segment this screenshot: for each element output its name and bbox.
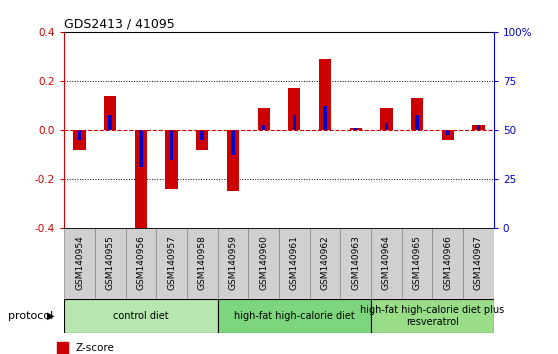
- Text: GSM140964: GSM140964: [382, 235, 391, 290]
- Bar: [279, 228, 310, 299]
- Bar: [292, 115, 296, 130]
- Bar: [64, 228, 95, 299]
- Bar: [340, 228, 371, 299]
- Bar: [78, 130, 81, 140]
- Text: GSM140955: GSM140955: [105, 235, 115, 290]
- Bar: [64, 299, 218, 333]
- Bar: [108, 115, 112, 130]
- Bar: [139, 130, 143, 167]
- Bar: [126, 228, 156, 299]
- Bar: [170, 130, 174, 160]
- Bar: [165, 130, 177, 189]
- Text: GSM140956: GSM140956: [136, 235, 146, 290]
- Bar: [248, 228, 279, 299]
- Text: GSM140959: GSM140959: [228, 235, 238, 290]
- Bar: [262, 125, 266, 130]
- Bar: [95, 228, 126, 299]
- Bar: [134, 130, 147, 233]
- Bar: [156, 228, 187, 299]
- Bar: [411, 98, 423, 130]
- Bar: [402, 228, 432, 299]
- Bar: [349, 128, 362, 130]
- Bar: [477, 125, 480, 130]
- Text: GSM140957: GSM140957: [167, 235, 176, 290]
- Text: ▶: ▶: [46, 311, 54, 321]
- Text: GSM140960: GSM140960: [259, 235, 268, 290]
- Bar: [384, 123, 388, 130]
- Bar: [371, 299, 494, 333]
- Text: GSM140958: GSM140958: [198, 235, 207, 290]
- Bar: [57, 342, 69, 354]
- Bar: [187, 228, 218, 299]
- Text: protocol: protocol: [8, 311, 54, 321]
- Bar: [319, 59, 331, 130]
- Text: high-fat high-calorie diet plus
resveratrol: high-fat high-calorie diet plus resverat…: [360, 305, 504, 327]
- Bar: [441, 130, 454, 140]
- Bar: [323, 105, 327, 130]
- Text: GSM140965: GSM140965: [412, 235, 422, 290]
- Bar: [472, 125, 484, 130]
- Bar: [380, 108, 392, 130]
- Text: GSM140966: GSM140966: [443, 235, 453, 290]
- Bar: [288, 88, 300, 130]
- Bar: [415, 115, 419, 130]
- Bar: [354, 128, 358, 130]
- Bar: [74, 130, 86, 150]
- Bar: [196, 130, 208, 150]
- Bar: [218, 228, 248, 299]
- Bar: [104, 96, 116, 130]
- Text: control diet: control diet: [113, 311, 169, 321]
- Text: GSM140967: GSM140967: [474, 235, 483, 290]
- Bar: [310, 228, 340, 299]
- Bar: [371, 228, 402, 299]
- Bar: [200, 130, 204, 140]
- Bar: [218, 299, 371, 333]
- Text: Z-score: Z-score: [75, 343, 114, 353]
- Text: GSM140954: GSM140954: [75, 235, 84, 290]
- Bar: [463, 228, 494, 299]
- Bar: [446, 130, 450, 135]
- Bar: [432, 228, 463, 299]
- Text: GSM140962: GSM140962: [320, 235, 330, 290]
- Bar: [231, 130, 235, 155]
- Text: high-fat high-calorie diet: high-fat high-calorie diet: [234, 311, 355, 321]
- Bar: [227, 130, 239, 192]
- Text: GSM140963: GSM140963: [351, 235, 360, 290]
- Text: GSM140961: GSM140961: [290, 235, 299, 290]
- Bar: [257, 108, 270, 130]
- Text: GDS2413 / 41095: GDS2413 / 41095: [64, 18, 175, 31]
